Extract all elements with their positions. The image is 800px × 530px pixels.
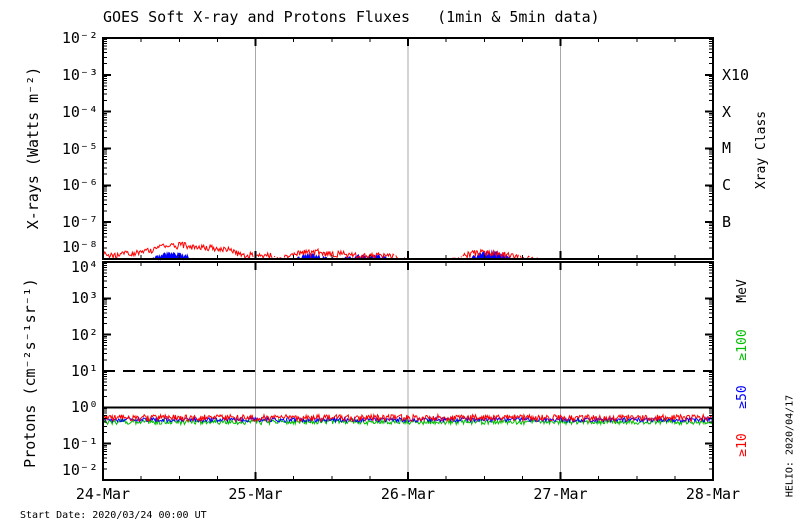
- legend-ge10: ≥10: [735, 433, 750, 457]
- y-tick-label: 10⁰: [70, 398, 98, 416]
- x-tick-label: 27-Mar: [533, 485, 588, 503]
- y-tick-label: 10³: [70, 289, 98, 307]
- y-tick-label: 10⁻³: [61, 66, 98, 84]
- y-tick-label: 10⁻²: [61, 29, 98, 47]
- x-tick-label: 26-Mar: [380, 485, 436, 503]
- series-protons-ge10MeV: [102, 412, 713, 424]
- xray-class-axis-title: Xray Class: [754, 110, 769, 190]
- helio-credit: HELIO: 2020/04/17: [784, 394, 796, 498]
- legend-ge50: ≥50: [735, 385, 750, 409]
- y-tick-label: 10⁻⁸: [61, 238, 98, 256]
- class-label-b: B: [722, 213, 732, 231]
- y-tick-label: 10⁻⁵: [61, 140, 98, 158]
- y-tick-label: 10⁻²: [61, 461, 98, 479]
- y-tick-label: 10²: [70, 326, 98, 344]
- proton-axis-label: Protons (cm⁻²s⁻¹sr⁻¹): [21, 278, 39, 468]
- class-label-m: M: [722, 139, 732, 157]
- class-label-x: X: [722, 103, 732, 121]
- x-tick-label: 24-Mar: [75, 485, 131, 503]
- y-tick-label: 10⁻⁶: [61, 176, 98, 194]
- x-tick-label: 25-Mar: [228, 485, 283, 503]
- xray-axis-label: X-rays (Watts m⁻²): [24, 66, 42, 230]
- y-tick-label: 10⁻⁷: [61, 213, 98, 231]
- y-tick-label: 10⁻⁴: [61, 103, 98, 121]
- x-tick-label: 28-Mar: [685, 485, 741, 503]
- y-tick-label: 10⁻¹: [61, 435, 98, 453]
- mev-axis-title: MeV: [735, 279, 750, 303]
- legend-ge100: ≥100: [735, 329, 750, 361]
- y-tick-label: 10⁴: [70, 258, 98, 276]
- chart-title: GOES Soft X-ray and Protons Fluxes (1min…: [103, 8, 600, 26]
- class-label-x10: X10: [722, 66, 750, 84]
- start-date: Start Date: 2020/03/24 00:00 UT: [20, 510, 207, 521]
- y-tick-label: 10¹: [70, 362, 98, 380]
- class-label-c: C: [722, 176, 732, 194]
